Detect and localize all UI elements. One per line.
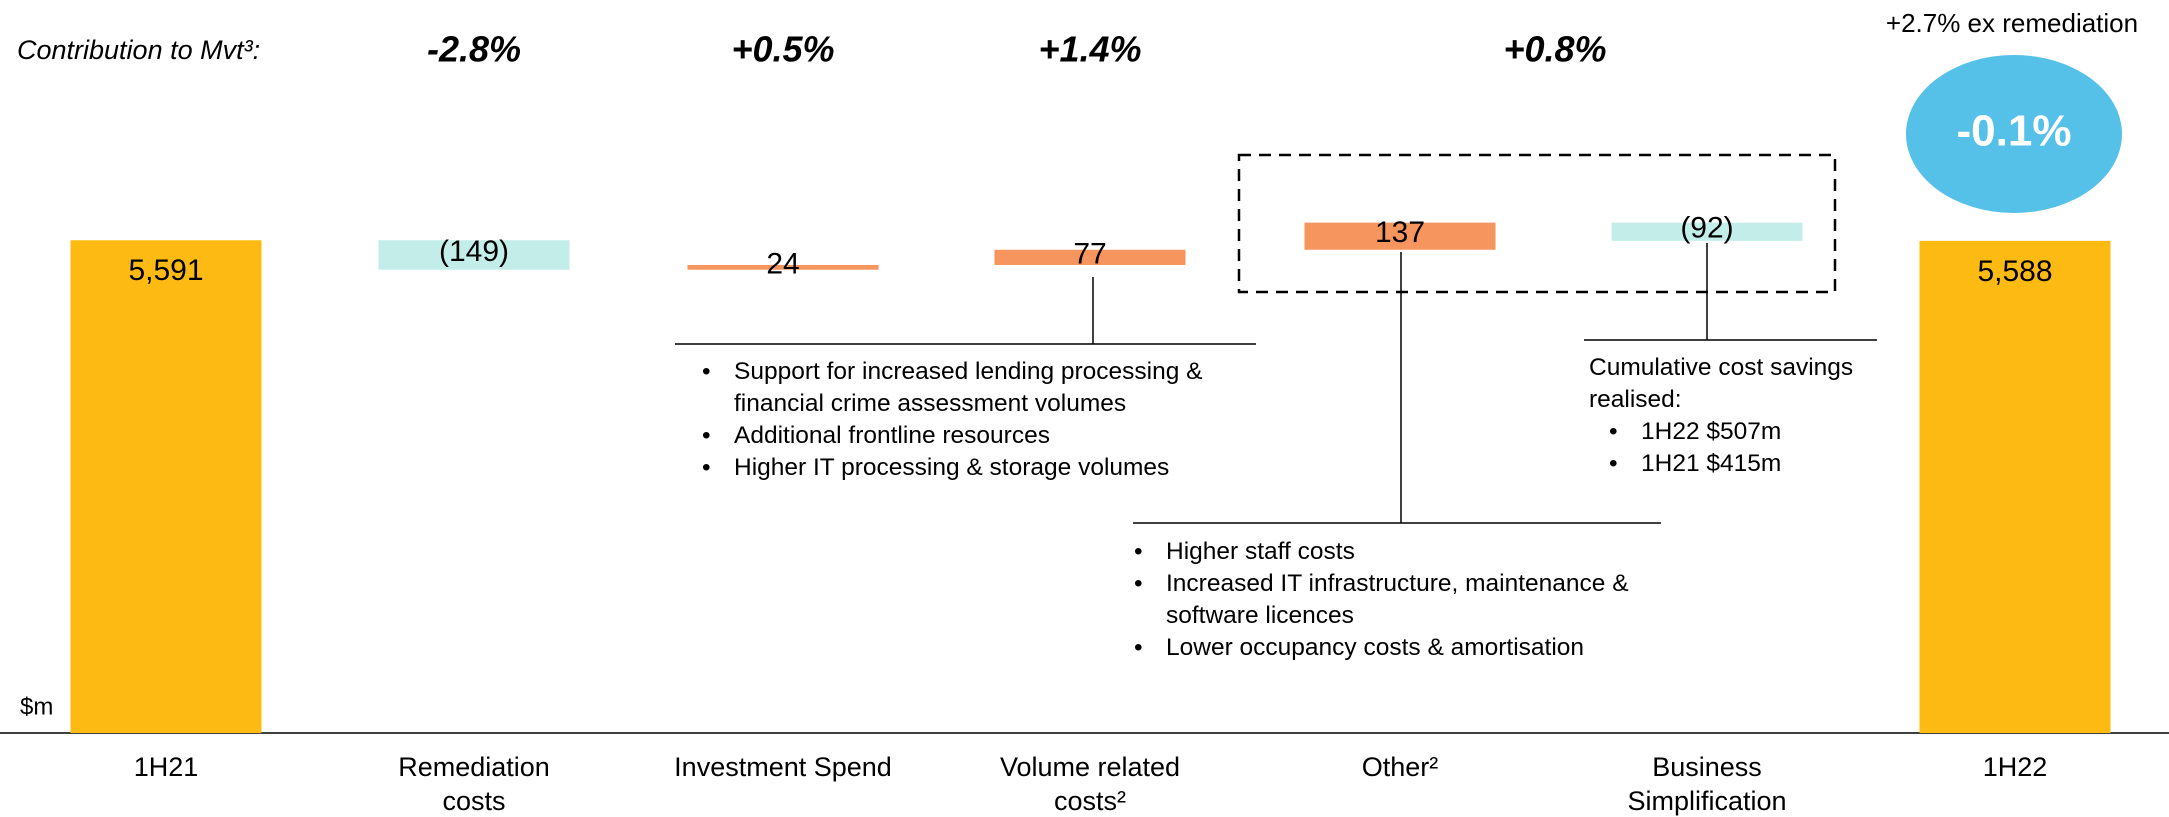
bar <box>687 264 879 270</box>
contribution-label: -2.8% <box>427 29 521 70</box>
contribution-label: +1.4% <box>1038 29 1141 70</box>
value-label: 5,591 <box>128 254 203 287</box>
callout-item: Higher IT processing & storage volumes <box>702 452 1262 484</box>
callout-item: Lower occupancy costs & amortisation <box>1134 632 1694 664</box>
value-label: 77 <box>1073 237 1106 270</box>
callout-item: Support for increased lending processing… <box>702 356 1262 420</box>
value-label: (149) <box>439 235 509 268</box>
x-tick-label: Other² <box>1361 752 1439 782</box>
callout-list: Support for increased lending processing… <box>702 356 1262 484</box>
unit-label: $m <box>20 693 53 720</box>
value-label: 5,588 <box>1977 255 2052 288</box>
bar <box>378 240 570 270</box>
x-tick-label: Business Simplification <box>1627 752 1787 816</box>
value-label: (92) <box>1680 212 1733 245</box>
x-tick-label: 1H21 <box>133 752 199 782</box>
callout-item: Additional frontline resources <box>702 420 1262 452</box>
value-label: 137 <box>1375 216 1425 249</box>
callout: Higher staff costsIncreased IT infrastru… <box>1134 536 1694 664</box>
group-box <box>1237 153 1837 294</box>
callout-item: Increased IT infrastructure, maintenance… <box>1134 568 1694 632</box>
x-tick-label: Volume related costs² <box>999 752 1181 816</box>
callout-list: 1H22 $507m1H21 $415m <box>1589 416 1889 480</box>
callout-item: Higher staff costs <box>1134 536 1694 568</box>
callout: Support for increased lending processing… <box>702 356 1262 484</box>
contribution-label: +0.5% <box>731 29 834 70</box>
total-change-note: +2.7% ex remediation <box>1886 8 2138 38</box>
x-tick-label: Remediation costs <box>398 752 550 816</box>
bar <box>994 249 1186 265</box>
total-change-bubble <box>1906 55 2122 213</box>
callout-text: Cumulative cost savings realised: <box>1589 354 1854 413</box>
contribution-label: +0.8% <box>1503 29 1606 70</box>
heading: Contribution to Mvt³: <box>17 35 260 65</box>
callout-item: 1H22 $507m <box>1609 416 1889 448</box>
x-tick-label: Investment Spend <box>674 752 892 782</box>
x-tick-label: 1H22 <box>1982 752 2048 782</box>
bar <box>1919 240 2111 733</box>
total-change-label: -0.1% <box>1957 107 2072 156</box>
bar <box>1611 222 1803 241</box>
bar <box>70 240 262 733</box>
callout-list: Higher staff costsIncreased IT infrastru… <box>1134 536 1694 664</box>
callout: Cumulative cost savings realised:1H22 $5… <box>1589 352 1889 480</box>
value-label: 24 <box>766 247 799 280</box>
callout-item: 1H21 $415m <box>1609 448 1889 480</box>
bar <box>1304 222 1496 250</box>
